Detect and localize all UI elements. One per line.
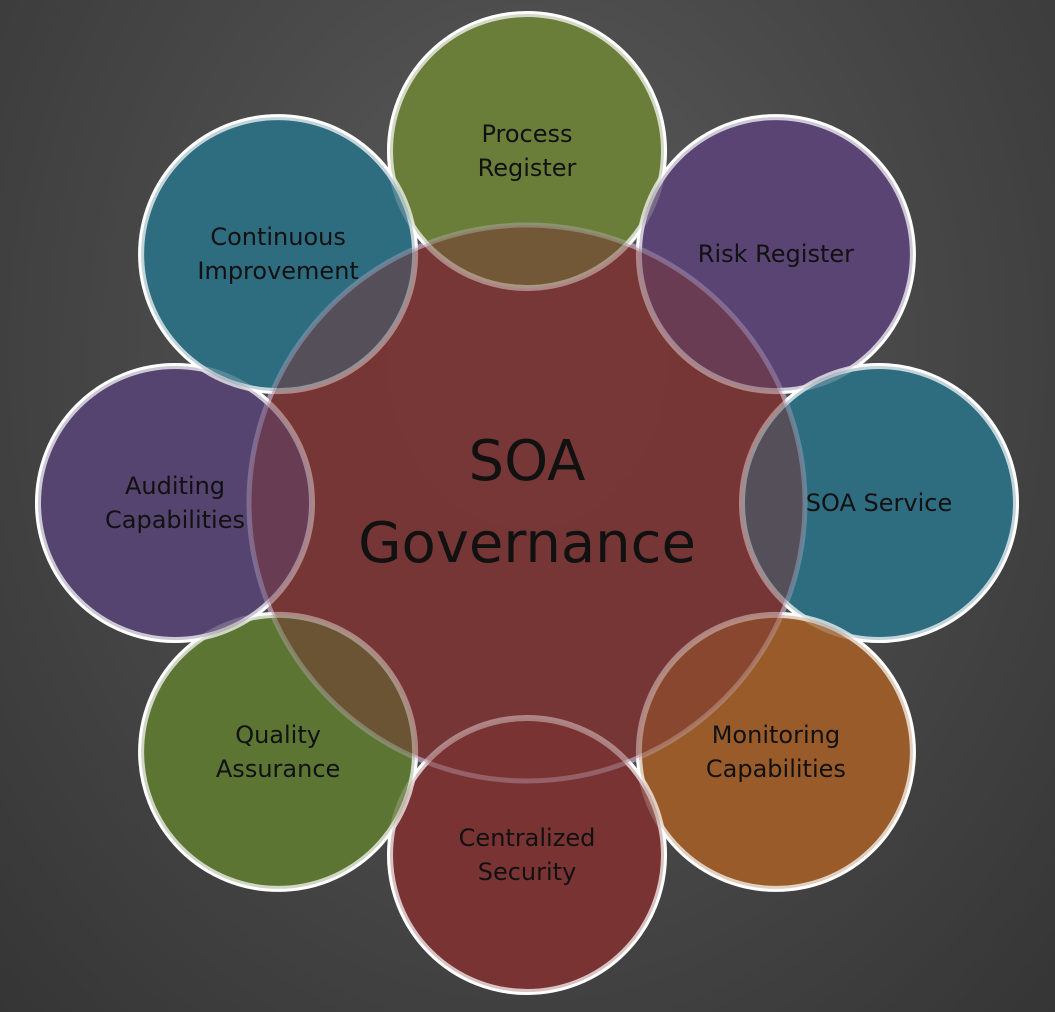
- node-label-risk-register: Risk Register: [698, 240, 854, 268]
- hub-label: SOA Governance: [358, 429, 696, 576]
- node-label-line: Centralized: [459, 824, 596, 852]
- labels: Process Register Risk Register SOA Service M…: [105, 120, 952, 886]
- hub-circle: [246, 222, 808, 784]
- node-overlap-centralized-security: [387, 715, 667, 995]
- hub-node: [35, 11, 1019, 995]
- node-label-soa-service: SOA Service: [806, 489, 952, 517]
- node-overlap-continuous-improvement: [138, 114, 419, 395]
- node-label-auditing-capabilities: Auditing Capabilities: [105, 472, 245, 534]
- satellite-nodes: [35, 11, 1019, 995]
- node-label-monitoring-capabilities: Monitoring Capabilities: [706, 721, 846, 783]
- node-label-line: Register: [478, 154, 577, 182]
- node-label-line: Security: [478, 858, 577, 886]
- node-label-line: Process: [481, 120, 572, 148]
- node-overlap-quality-assurance: [138, 611, 419, 892]
- node-label-line: Capabilities: [105, 506, 245, 534]
- node-label-centralized-security: Centralized Security: [459, 824, 596, 886]
- node-label-process-register: Process Register: [478, 120, 577, 182]
- node-label-line: Assurance: [216, 755, 340, 783]
- node-label-line: Capabilities: [706, 755, 846, 783]
- node-label-line: Improvement: [197, 257, 358, 285]
- node-overlap-soa-service: [739, 363, 1019, 643]
- node-label-line: Auditing: [125, 472, 225, 500]
- hub-label-line: SOA: [469, 429, 586, 494]
- node-label-line: Monitoring: [712, 721, 840, 749]
- node-overlap-process-register: [387, 11, 667, 291]
- node-label-quality-assurance: Quality Assurance: [216, 721, 340, 783]
- node-overlap-auditing-capabilities: [35, 363, 315, 643]
- node-label-continuous-improvement: Continuous Improvement: [197, 223, 358, 285]
- node-label-line: SOA Service: [806, 489, 952, 517]
- node-label-line: Continuous: [210, 223, 346, 251]
- node-overlap-monitoring-capabilities: [635, 611, 916, 892]
- hub-label-line: Governance: [358, 511, 696, 576]
- node-label-line: Quality: [235, 721, 321, 749]
- node-overlap-risk-register: [635, 114, 916, 395]
- node-label-line: Risk Register: [698, 240, 854, 268]
